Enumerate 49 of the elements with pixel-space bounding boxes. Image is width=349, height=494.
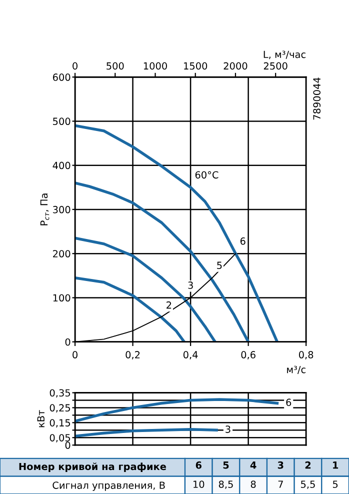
x-tick-label: 0,4 — [183, 351, 198, 360]
text: 7890044 — [313, 78, 321, 120]
y-tick-label: 600 — [52, 74, 70, 81]
annotation: 60°C — [195, 171, 218, 179]
y-tick-label: 300 — [53, 206, 70, 214]
y-tick-label: 500 — [53, 118, 70, 126]
y-tick-label: 0 — [65, 338, 70, 346]
x-axis-title: м³/с — [287, 366, 306, 374]
x2-axis-title: L, м³/час — [264, 50, 306, 60]
x-tick-label: 0 — [72, 351, 78, 358]
x-tick-label: 5 — [223, 462, 229, 469]
x2-tick-label: 2000 — [224, 62, 248, 70]
x-tick-label: 2 — [305, 461, 311, 469]
annotation: 3 — [188, 282, 193, 289]
data-label: 7 — [278, 480, 283, 488]
y-tick-label: 200 — [53, 250, 70, 258]
data-label: 10 — [194, 480, 204, 488]
x-tick-label: 3 — [278, 461, 284, 469]
annotation: 2 — [166, 301, 172, 309]
annotation: 5 — [217, 262, 222, 270]
y-tick-label: 0,15 — [50, 419, 70, 428]
data-label: 8,5 — [218, 480, 233, 489]
x-tick-label: 0,2 — [126, 351, 140, 360]
x2-tick-label: 0 — [72, 62, 78, 70]
x2-tick-label: 1000 — [144, 62, 167, 70]
y-tick-label: 0,05 — [50, 434, 70, 442]
data-label: 5,5 — [301, 480, 315, 489]
y-tick-label: 400 — [52, 162, 70, 170]
x2-tick-label: 2500 — [264, 62, 288, 70]
y-tick-label: 0 — [65, 442, 70, 449]
data-label: 8 — [250, 480, 256, 488]
y-tick-label: Сигнал управления, В — [52, 482, 165, 491]
y-tick-label: 0,25 — [50, 404, 70, 413]
x-tick-label: 0,6 — [241, 351, 256, 360]
x2-tick-label: 1500 — [184, 62, 208, 70]
annotation: 6 — [286, 398, 292, 406]
x-tick-label: 4 — [250, 462, 256, 469]
data-label: 5 — [332, 480, 338, 488]
x2-tick-label: 500 — [106, 62, 124, 70]
x-tick-label: 1 — [333, 462, 338, 469]
x-tick-label: 6 — [196, 461, 202, 469]
annotation: 6 — [240, 237, 246, 245]
y-axis-title: кВт — [37, 410, 44, 428]
annotation: 3 — [226, 426, 230, 433]
y-axis-title: P$_{ст}$, Па — [40, 194, 50, 226]
y-tick-label: 0,35 — [50, 389, 70, 398]
x-tick-label: 0,8 — [298, 351, 314, 360]
x-axis-title: Номер кривой на графике — [19, 462, 166, 472]
y-tick-label: 100 — [53, 294, 70, 302]
